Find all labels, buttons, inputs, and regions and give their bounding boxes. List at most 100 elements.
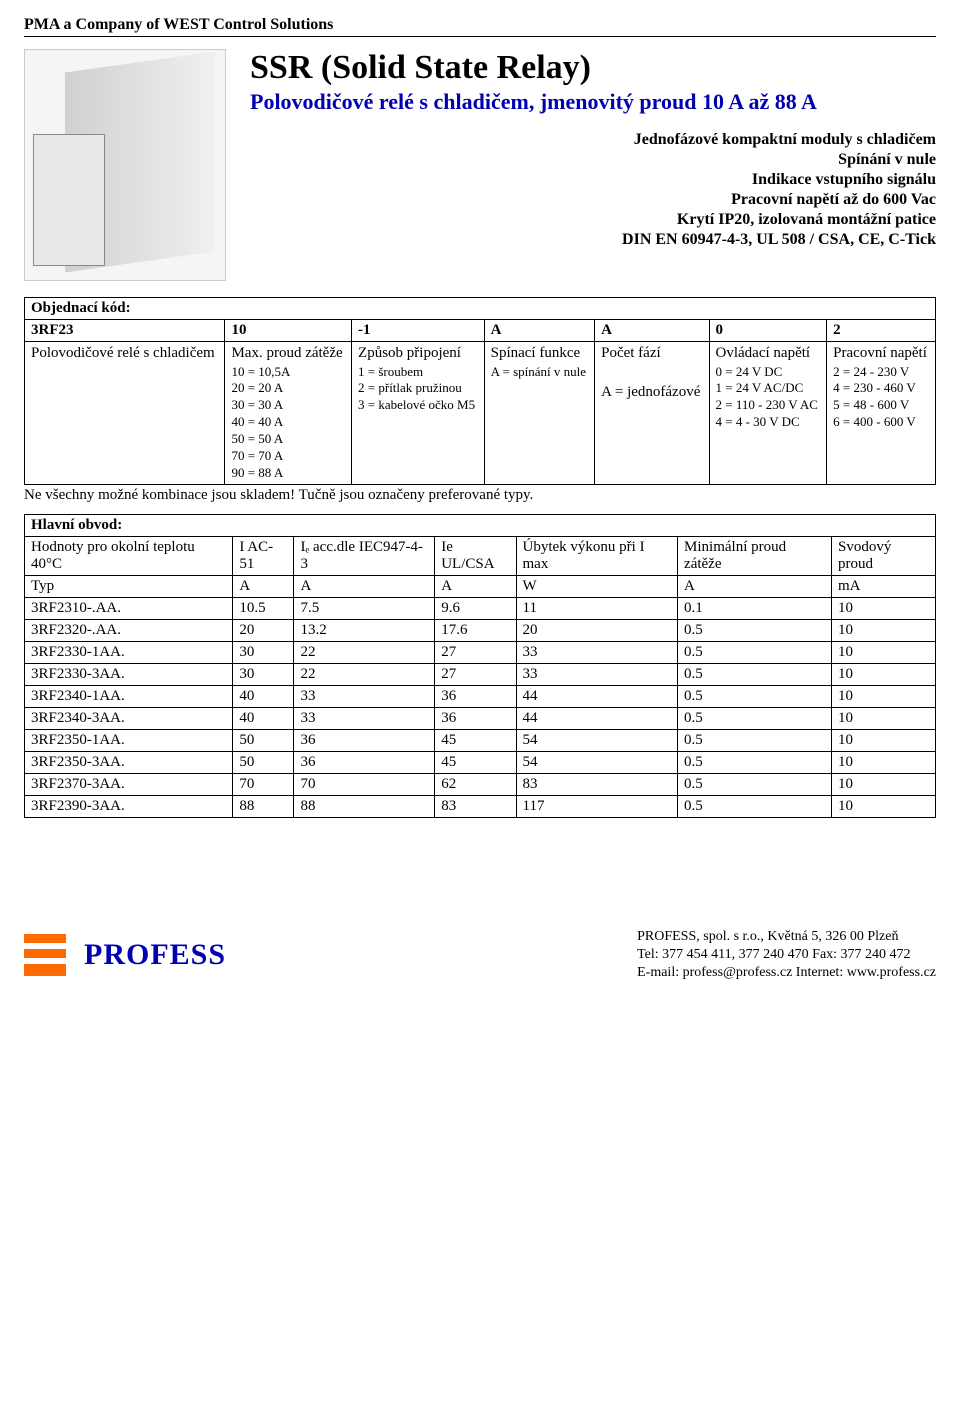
- mc-cell: 3RF2340-1AA.: [25, 685, 233, 707]
- mc-cell: 10: [832, 685, 936, 707]
- mc-unit-cell: mA: [832, 575, 936, 597]
- order-code-label: Objednací kód:: [25, 298, 936, 320]
- mc-cell: 33: [294, 707, 435, 729]
- footer-contact: PROFESS, spol. s r.o., Květná 5, 326 00 …: [637, 928, 936, 983]
- mc-cell: 0.5: [678, 773, 832, 795]
- mc-cell: 10: [832, 729, 936, 751]
- mc-cell: 88: [233, 795, 294, 817]
- mc-cell: 13.2: [294, 619, 435, 641]
- footer-address: PROFESS, spol. s r.o., Květná 5, 326 00 …: [637, 928, 936, 946]
- mc-unit-cell: A: [678, 575, 832, 597]
- mc-unit-cell: W: [516, 575, 678, 597]
- mc-cell: 20: [233, 619, 294, 641]
- mc-cell: 0.5: [678, 619, 832, 641]
- mc-cell: 62: [435, 773, 516, 795]
- mc-cell: 44: [516, 707, 678, 729]
- feature-item: Jednofázové kompaktní moduly s chladičem: [250, 131, 936, 149]
- mc-cell: 10.5: [233, 597, 294, 619]
- mc-cell: 3RF2330-3AA.: [25, 663, 233, 685]
- mc-header-cell: Iₑ acc.dle IEC947-4-3: [294, 536, 435, 575]
- mc-cell: 22: [294, 663, 435, 685]
- mc-unit-cell: A: [435, 575, 516, 597]
- mc-cell: 27: [435, 663, 516, 685]
- mc-cell: 9.6: [435, 597, 516, 619]
- mc-header-cell: Ie UL/CSA: [435, 536, 516, 575]
- mc-header-cell: Hodnoty pro okolní teplotu 40°C: [25, 536, 233, 575]
- mc-unit-cell: A: [233, 575, 294, 597]
- mc-cell: 0.5: [678, 729, 832, 751]
- table-row: 3RF2350-3AA.503645540.510: [25, 751, 936, 773]
- mc-cell: 45: [435, 729, 516, 751]
- mc-cell: 36: [435, 707, 516, 729]
- mc-cell: 83: [435, 795, 516, 817]
- order-col-cell: Max. proud zátěže10 = 10,5A 20 = 20 A 30…: [225, 342, 352, 485]
- order-code-table: Objednací kód: 3RF23 10 -1 A A 0 2 Polov…: [24, 297, 936, 485]
- mc-cell: 33: [516, 663, 678, 685]
- feature-item: Pracovní napětí až do 600 Vac: [250, 191, 936, 209]
- mc-header-cell: Minimální proud zátěže: [678, 536, 832, 575]
- mc-cell: 10: [832, 707, 936, 729]
- mc-cell: 10: [832, 619, 936, 641]
- mc-cell: 44: [516, 685, 678, 707]
- mc-cell: 0.5: [678, 707, 832, 729]
- mc-cell: 83: [516, 773, 678, 795]
- code-cell: 3RF23: [25, 320, 225, 342]
- mc-cell: 30: [233, 663, 294, 685]
- code-cell: 2: [827, 320, 936, 342]
- mc-header-cell: Svodový proud: [832, 536, 936, 575]
- company-header: PMA a Company of WEST Control Solutions: [24, 16, 936, 37]
- footer: PROFESS PROFESS, spol. s r.o., Květná 5,…: [24, 928, 936, 983]
- table-row: 3RF2350-1AA.503645540.510: [25, 729, 936, 751]
- order-col-cell: Spínací funkceA = spínání v nule: [484, 342, 595, 485]
- code-cell: -1: [352, 320, 485, 342]
- mc-cell: 20: [516, 619, 678, 641]
- mc-cell: 0.5: [678, 795, 832, 817]
- mc-unit-cell: Typ: [25, 575, 233, 597]
- main-circuit-table: Hlavní obvod: Hodnoty pro okolní teplotu…: [24, 514, 936, 818]
- order-col-cell: Ovládací napětí0 = 24 V DC 1 = 24 V AC/D…: [709, 342, 827, 485]
- mc-cell: 50: [233, 729, 294, 751]
- mc-cell: 33: [294, 685, 435, 707]
- table-row: 3RF2370-3AA.707062830.510: [25, 773, 936, 795]
- product-title: SSR (Solid State Relay): [250, 49, 936, 87]
- mc-cell: 22: [294, 641, 435, 663]
- table-row: 3RF2340-1AA.403336440.510: [25, 685, 936, 707]
- mc-cell: 36: [435, 685, 516, 707]
- order-col-cell: Způsob připojení1 = šroubem 2 = přítlak …: [352, 342, 485, 485]
- table-row: 3RF2340-3AA.403336440.510: [25, 707, 936, 729]
- mc-cell: 30: [233, 641, 294, 663]
- mc-cell: 10: [832, 795, 936, 817]
- mc-cell: 3RF2350-1AA.: [25, 729, 233, 751]
- mc-cell: 3RF2320-.AA.: [25, 619, 233, 641]
- mc-cell: 3RF2370-3AA.: [25, 773, 233, 795]
- feature-item: Indikace vstupního signálu: [250, 171, 936, 189]
- mc-cell: 10: [832, 641, 936, 663]
- mc-cell: 0.1: [678, 597, 832, 619]
- table-row: 3RF2390-3AA.8888831170.510: [25, 795, 936, 817]
- mc-cell: 54: [516, 729, 678, 751]
- order-col-cell: Pracovní napětí2 = 24 - 230 V 4 = 230 - …: [827, 342, 936, 485]
- table-row: 3RF2320-.AA.2013.217.6200.510: [25, 619, 936, 641]
- product-subtitle: Polovodičové relé s chladičem, jmenovitý…: [250, 89, 936, 115]
- profess-logo-icon: [24, 934, 66, 976]
- mc-cell: 3RF2390-3AA.: [25, 795, 233, 817]
- mc-cell: 11: [516, 597, 678, 619]
- mc-cell: 50: [233, 751, 294, 773]
- mc-cell: 3RF2330-1AA.: [25, 641, 233, 663]
- order-col-cell: Počet fází A = jednofázové: [595, 342, 709, 485]
- mc-cell: 10: [832, 663, 936, 685]
- mc-cell: 36: [294, 729, 435, 751]
- product-image: [24, 49, 226, 281]
- feature-item: Krytí IP20, izolovaná montážní patice: [250, 211, 936, 229]
- mc-cell: 10: [832, 773, 936, 795]
- mc-cell: 3RF2340-3AA.: [25, 707, 233, 729]
- mc-cell: 70: [233, 773, 294, 795]
- mc-cell: 0.5: [678, 641, 832, 663]
- feature-list: Jednofázové kompaktní moduly s chladičem…: [250, 131, 936, 249]
- mc-cell: 3RF2310-.AA.: [25, 597, 233, 619]
- mc-header-cell: Úbytek výkonu při I max: [516, 536, 678, 575]
- code-cell: A: [595, 320, 709, 342]
- table-row: 3RF2330-1AA.302227330.510: [25, 641, 936, 663]
- mc-header-cell: I AC-51: [233, 536, 294, 575]
- code-cell: A: [484, 320, 595, 342]
